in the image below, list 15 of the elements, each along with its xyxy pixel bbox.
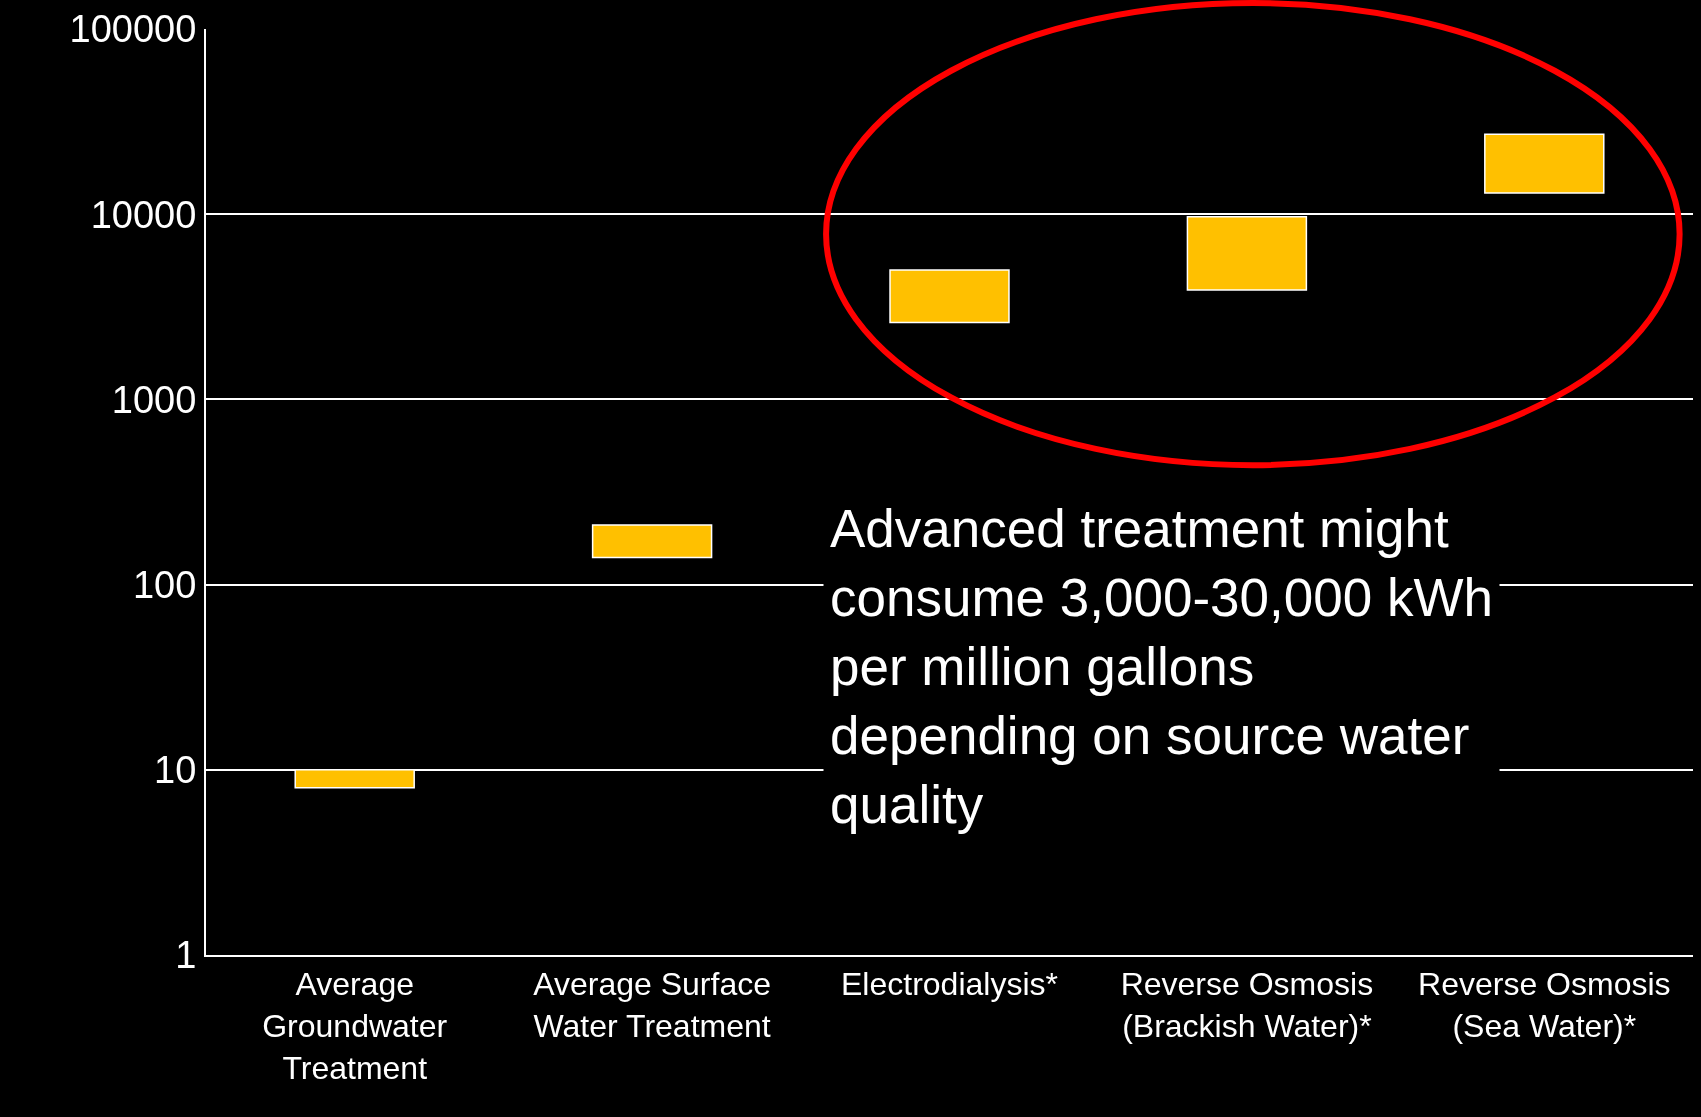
y-tick-label: 10 xyxy=(154,749,197,792)
y-tick-label: 1000 xyxy=(111,378,197,421)
y-tick-label: 100000 xyxy=(69,8,197,51)
x-tick-label: Average Groundwater Treatment xyxy=(262,966,448,1086)
bar xyxy=(591,524,713,559)
bar xyxy=(1484,133,1605,194)
x-tick-label: Electrodialysis* xyxy=(841,966,1058,1003)
x-tick-label: Reverse Osmosis (Brackish Water)* xyxy=(1120,966,1374,1044)
x-tick-label: Average Surface Water Treatment xyxy=(533,966,771,1044)
y-tick-label: 100 xyxy=(132,563,197,606)
bar xyxy=(889,269,1010,324)
annotation: Advanced treatment might consume 3,000-30,000 kWh per million gallons depending on source water quality xyxy=(830,499,1493,834)
y-tick-label: 1 xyxy=(175,934,197,977)
y-tick-label: 10000 xyxy=(90,193,197,236)
x-tick-label: Reverse Osmosis (Sea Water)* xyxy=(1418,966,1671,1044)
